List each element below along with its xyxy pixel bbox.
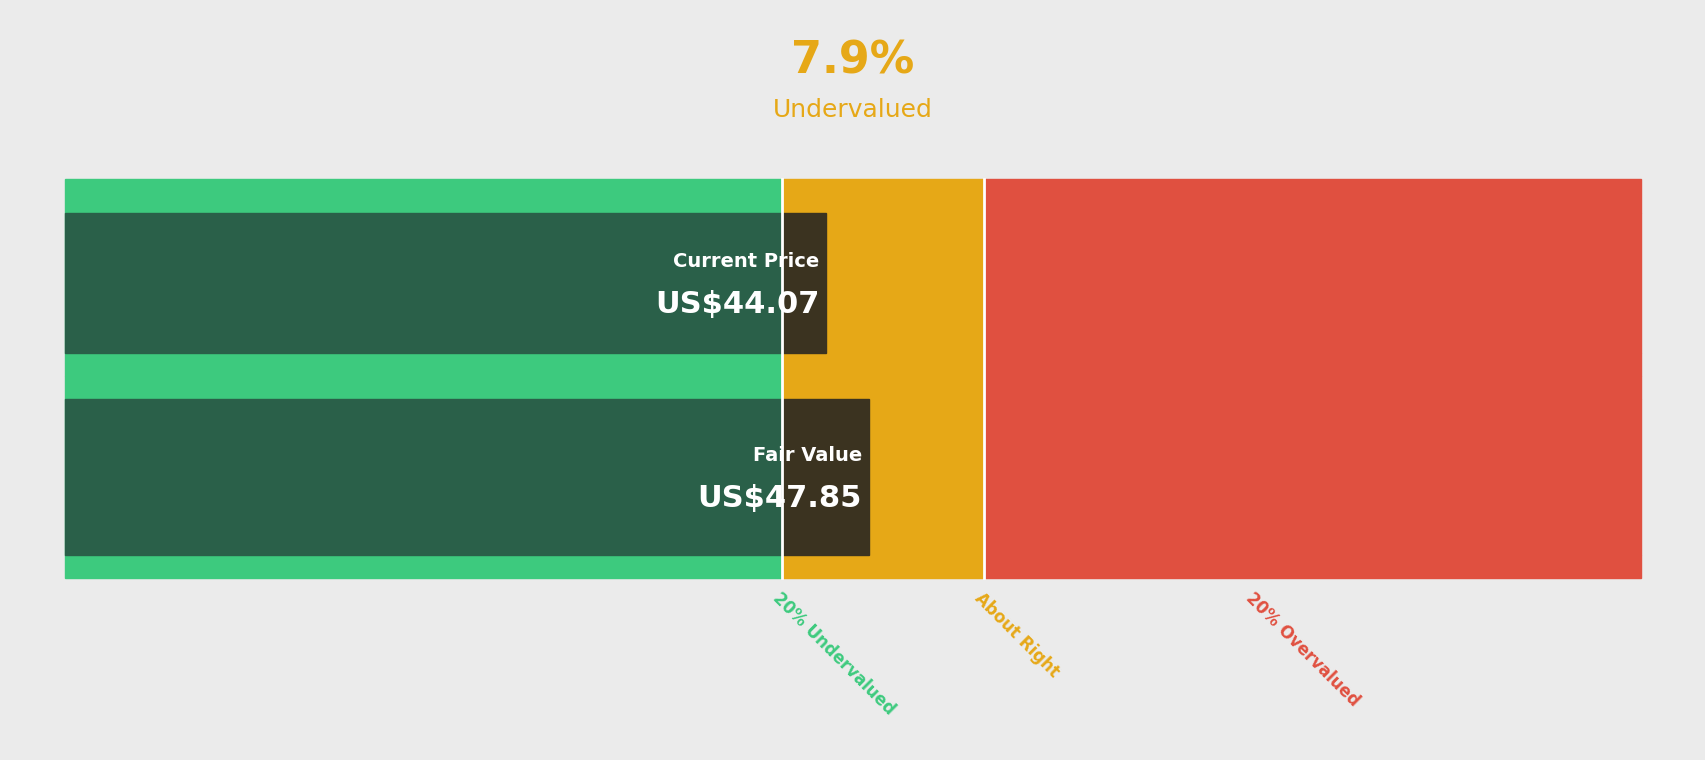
Bar	[781, 179, 984, 213]
Bar	[65, 555, 781, 578]
Bar	[781, 399, 868, 555]
Bar	[65, 213, 781, 353]
Bar	[984, 353, 1640, 376]
Text: Undervalued: Undervalued	[772, 98, 933, 122]
Text: 20% Undervalued: 20% Undervalued	[769, 589, 899, 718]
Text: Current Price: Current Price	[673, 252, 818, 271]
Bar	[65, 399, 781, 555]
Bar	[781, 213, 984, 353]
Bar	[65, 179, 781, 213]
Text: 20% Overvalued: 20% Overvalued	[1241, 589, 1362, 710]
Bar	[781, 399, 984, 555]
Text: US$44.07: US$44.07	[655, 290, 818, 319]
Bar	[984, 399, 1640, 555]
Bar	[65, 353, 781, 376]
Bar	[984, 213, 1640, 353]
Bar	[65, 399, 781, 555]
Text: About Right: About Right	[970, 589, 1062, 681]
Text: US$47.85: US$47.85	[697, 483, 861, 513]
Bar	[65, 376, 781, 399]
Bar	[781, 555, 984, 578]
Bar	[781, 213, 825, 353]
Bar	[65, 213, 781, 353]
Bar	[781, 376, 984, 399]
Bar	[984, 376, 1640, 399]
Text: 7.9%: 7.9%	[791, 40, 914, 82]
Bar	[781, 353, 984, 376]
Bar	[984, 179, 1640, 213]
Text: Fair Value: Fair Value	[752, 446, 861, 465]
Bar	[984, 555, 1640, 578]
